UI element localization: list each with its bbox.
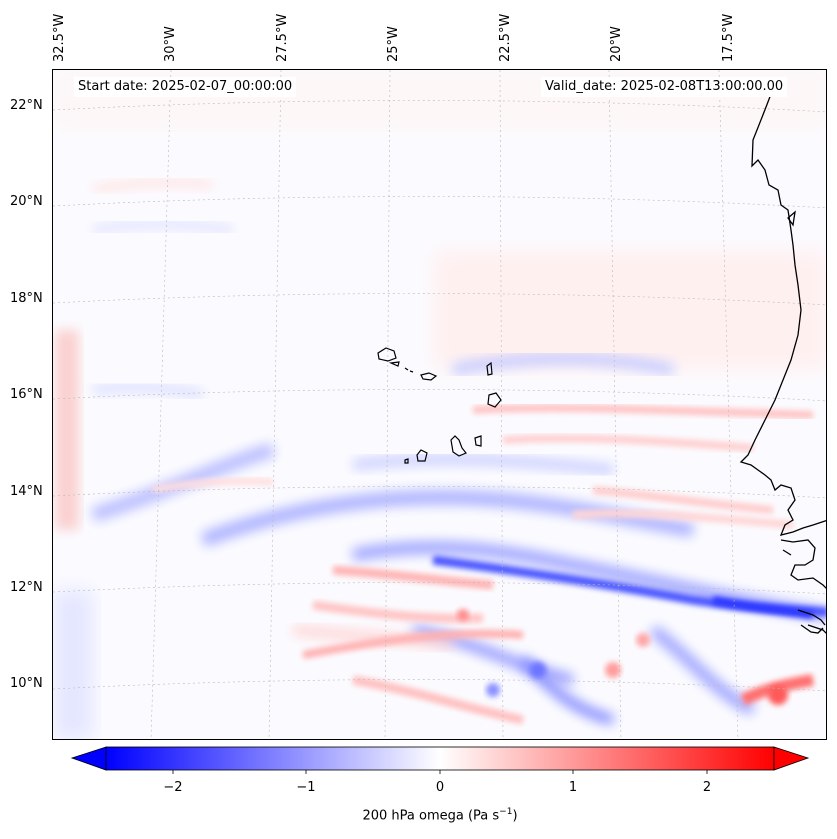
lat-label-12n: 12°N	[10, 580, 43, 595]
coastline	[739, 93, 826, 634]
lat-label-16n: 16°N	[10, 387, 43, 402]
lon-label-17-5w: 17.5°W	[721, 13, 736, 62]
colorbar-tick-label: 2	[702, 780, 712, 795]
colorbar-tick-label: −1	[296, 780, 316, 795]
lat-label-22n: 22°N	[10, 98, 43, 113]
colorbar-label-exponent: −1	[499, 807, 513, 817]
colorbar-tick-marks	[172, 770, 708, 774]
lat-label-18n: 18°N	[10, 291, 43, 306]
colorbar-tick-label: 0	[435, 780, 445, 795]
colorbar-label-close: )	[512, 808, 518, 824]
lon-label-22-5w: 22.5°W	[498, 13, 513, 62]
lon-label-30w: 30°W	[163, 26, 178, 62]
omega-field-map	[53, 70, 826, 739]
lon-label-20w: 20°W	[609, 26, 624, 62]
graticule	[53, 70, 826, 739]
lat-label-20n: 20°N	[10, 194, 43, 209]
lon-label-25w: 25°W	[386, 26, 401, 62]
lon-label-32-5w: 32.5°W	[52, 13, 67, 62]
valid-date-label: Valid_date: 2025-02-08T13:00:00.00	[541, 77, 788, 97]
omega-negative-bands	[90, 219, 826, 725]
colorbar-tick-label: −2	[163, 780, 183, 795]
colorbar-max-extend	[773, 746, 810, 771]
cape-verde-islands	[377, 347, 502, 464]
colorbar-label: 200 hPa omega (Pa s−1)	[362, 807, 517, 823]
map-panel	[52, 69, 827, 740]
lat-label-10n: 10°N	[10, 676, 43, 691]
colorbar-tick-label: 1	[568, 780, 578, 795]
colorbar-min-extend	[70, 746, 107, 771]
start-date-label: Start date: 2025-02-07_00:00:00	[74, 77, 297, 97]
lat-label-14n: 14°N	[10, 484, 43, 499]
colorbar-label-text: 200 hPa omega (Pa s	[362, 808, 500, 824]
colorbar-body	[70, 746, 810, 771]
lon-label-27-5w: 27.5°W	[275, 13, 290, 62]
colorbar-gradient	[105, 746, 775, 771]
